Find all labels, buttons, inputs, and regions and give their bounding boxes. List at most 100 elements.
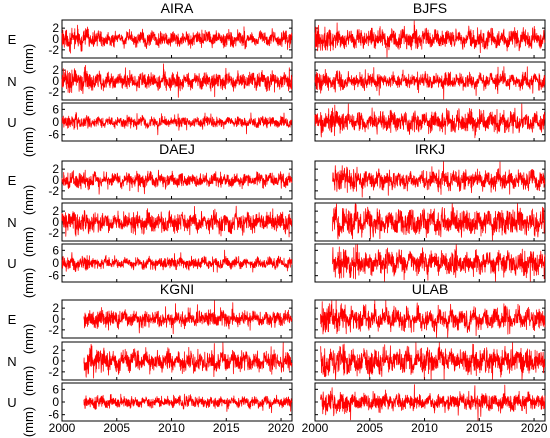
series-line	[320, 342, 546, 380]
unit-label: (mm)	[21, 366, 36, 396]
component-label: E	[8, 32, 17, 47]
y-tick-label: 0	[52, 115, 59, 129]
component-label: U	[7, 115, 16, 130]
panel-aira-e: 20-2	[48, 19, 293, 59]
y-tick-label: 0	[52, 74, 59, 88]
series-line	[83, 300, 293, 335]
y-tick-label: 0	[52, 173, 59, 187]
station-ulab: ULAB	[314, 281, 546, 422]
series-line	[332, 244, 546, 282]
component-labels: E (mm) N (mm) U (mm) E (mm) N (mm) U (mm) E (mm) N (mm)…	[7, 32, 36, 437]
component-label: N	[7, 354, 16, 369]
y-tick-label: 0	[52, 256, 59, 270]
series-line	[61, 63, 293, 98]
y-tick-label: 2	[52, 301, 59, 315]
y-tick-label: 0	[52, 32, 59, 46]
series-line	[314, 20, 546, 58]
x-tick-label: 2000	[49, 421, 76, 435]
y-tick-label: -2	[48, 85, 59, 99]
series-line	[332, 203, 546, 241]
x-tick-label: 2020	[521, 421, 548, 435]
station-irkj: IRKJ	[314, 141, 546, 283]
series-line	[61, 169, 293, 195]
unit-label: (mm)	[21, 44, 36, 74]
panel-irkj-n	[314, 202, 546, 242]
y-tick-label: 2	[52, 162, 59, 176]
panel-bjfs-u	[314, 102, 546, 142]
panel-irkj-u	[314, 243, 546, 283]
panel-irkj-e	[314, 160, 546, 200]
panel-ulab-e	[314, 299, 546, 339]
panel-kgni-n: 20-2	[48, 341, 293, 381]
y-tick-label: 2	[52, 21, 59, 35]
panel-aira-u: 60-6	[48, 102, 293, 142]
panel-bjfs-n	[314, 61, 546, 101]
panel-daej-n: 20-2	[48, 202, 293, 242]
series-line	[61, 24, 293, 54]
series-line	[61, 249, 293, 273]
x-tick-label: 2010	[411, 421, 438, 435]
panel-ulab-n	[314, 341, 546, 381]
unit-label: (mm)	[21, 324, 36, 354]
component-label: U	[7, 256, 16, 271]
component-label: E	[8, 173, 17, 188]
y-tick-label: -6	[48, 408, 59, 422]
panel-ulab-u	[314, 382, 546, 422]
series-line	[61, 205, 293, 238]
station-title: IRKJ	[415, 141, 445, 157]
y-tick-label: 6	[52, 102, 59, 116]
panel-bjfs-e	[314, 19, 546, 59]
y-tick-label: -6	[48, 269, 59, 283]
y-tick-label: 0	[52, 215, 59, 229]
x-tick-label: 2015	[466, 421, 493, 435]
y-tick-label: -2	[48, 43, 59, 57]
series-line	[61, 111, 293, 136]
series-line	[320, 300, 546, 338]
series-line	[314, 66, 546, 100]
station-title: ULAB	[412, 281, 449, 297]
unit-label: (mm)	[21, 86, 36, 116]
series-line	[320, 384, 546, 421]
panels-group: AIRA20-220-260-6BJFSDAEJ20-220-260-6IRKJ…	[48, 0, 546, 422]
component-label: U	[7, 395, 16, 410]
x-tick-label: 2000	[302, 421, 329, 435]
y-tick-label: 0	[52, 312, 59, 326]
station-title: DAEJ	[159, 141, 195, 157]
panel-kgni-u: 60-6	[48, 382, 293, 422]
panel-daej-u: 60-6	[48, 243, 293, 283]
component-label: E	[8, 312, 17, 327]
unit-label: (mm)	[21, 407, 36, 437]
unit-label: (mm)	[21, 127, 36, 157]
y-tick-label: 6	[52, 382, 59, 396]
component-label: N	[7, 215, 16, 230]
unit-label: (mm)	[21, 268, 36, 298]
series-line	[332, 161, 546, 198]
y-tick-label: 6	[52, 243, 59, 257]
panel-aira-n: 20-2	[48, 61, 293, 101]
x-tick-label: 2005	[103, 421, 130, 435]
y-tick-label: 2	[52, 63, 59, 77]
x-tick-label: 2020	[268, 421, 295, 435]
y-tick-label: 2	[52, 204, 59, 218]
unit-label: (mm)	[21, 227, 36, 257]
x-tick-label: 2010	[158, 421, 185, 435]
panel-kgni-e: 20-2	[48, 299, 293, 339]
y-tick-label: 0	[52, 354, 59, 368]
y-tick-label: 2	[52, 343, 59, 357]
station-title: KGNI	[160, 281, 194, 297]
station-title: AIRA	[161, 0, 194, 16]
x-tick-label: 2005	[356, 421, 383, 435]
y-tick-label: 0	[52, 395, 59, 409]
x-axis: 2000 2005 2010 2015 2020 2000 2005 2010 2015 2020	[49, 421, 548, 435]
y-tick-label: -2	[48, 226, 59, 240]
component-label: N	[7, 74, 16, 89]
y-tick-label: -6	[48, 128, 59, 142]
station-title: BJFS	[413, 0, 447, 16]
panel-daej-e: 20-2	[48, 160, 293, 200]
station-bjfs: BJFS	[314, 0, 546, 142]
series-line	[83, 393, 293, 414]
